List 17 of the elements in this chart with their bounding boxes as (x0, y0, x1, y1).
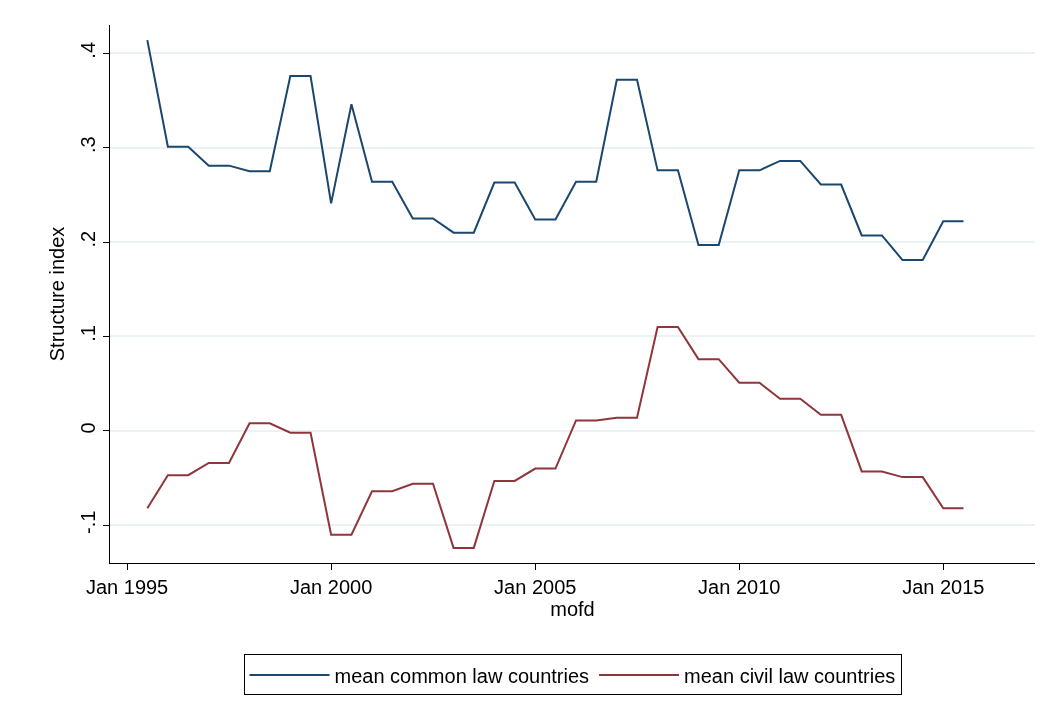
line-series (146, 326, 965, 549)
y-tick-label: .2 (76, 230, 99, 248)
y-tick-label: 0 (76, 422, 99, 434)
x-tick-label: Jan 2015 (902, 576, 985, 599)
legend-label: mean civil law countries (684, 664, 896, 687)
y-axis-title: Structure index (46, 226, 69, 362)
y-tick-label: .1 (76, 325, 99, 342)
legend-label: mean common law countries (334, 664, 590, 687)
y-tick-label: .3 (76, 136, 99, 154)
line-series (146, 39, 965, 262)
x-tick-label: Jan 2000 (289, 576, 373, 599)
y-tick-label: .4 (76, 41, 99, 59)
y-tick-label: -.1 (76, 510, 99, 534)
x-tick-label: Jan 2010 (698, 576, 781, 599)
x-tick-label: Jan 1995 (85, 576, 169, 599)
x-tick-label: Jan 2005 (494, 576, 577, 599)
x-axis-title: mofd (550, 598, 595, 621)
